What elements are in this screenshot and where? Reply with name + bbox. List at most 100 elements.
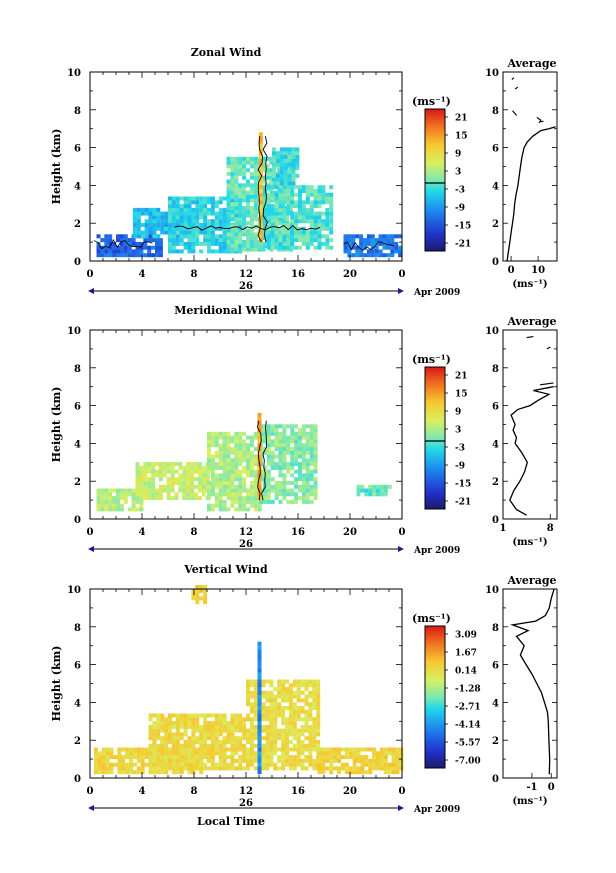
heatmap-cell	[312, 698, 317, 703]
heatmap-cell	[203, 755, 208, 760]
heatmap-cell	[175, 743, 180, 748]
heatmap-cell	[242, 247, 247, 252]
heatmap-cell	[329, 204, 334, 209]
heatmap-cell	[226, 435, 231, 440]
spike-cell	[257, 412, 262, 417]
heatmap-cell	[136, 230, 141, 235]
heatmap-cell	[226, 194, 231, 199]
heatmap-cell	[246, 679, 250, 684]
heatmap-cell	[175, 223, 180, 227]
average-profile	[506, 126, 556, 261]
heatmap-cell	[290, 481, 295, 485]
heatmap-cell	[262, 447, 267, 451]
heatmap-cell	[246, 690, 250, 695]
heatmap-cell	[253, 236, 258, 241]
heatmap-cell	[340, 762, 345, 767]
heatmap-cell	[356, 492, 361, 497]
heatmap-cell	[301, 492, 306, 497]
heatmap-cell	[325, 207, 330, 212]
heatmap-cell	[238, 469, 243, 474]
heatmap-cell	[160, 226, 165, 231]
heatmap-cell	[316, 690, 321, 695]
heatmap-cell	[359, 241, 364, 246]
heatmap-cell	[203, 207, 208, 212]
heatmap-cell	[374, 253, 379, 258]
heatmap-cell	[294, 200, 299, 205]
heatmap-cell	[171, 241, 176, 246]
heatmap-cell	[282, 458, 287, 463]
heatmap-cell	[274, 481, 279, 485]
heatmap-cell	[273, 698, 278, 703]
heatmap-cell	[203, 204, 208, 209]
x-tick-label: 8	[191, 269, 198, 280]
heatmap-cell	[266, 462, 271, 467]
heatmap-cell	[246, 190, 250, 195]
heatmap-cell	[166, 492, 171, 497]
heatmap-cell	[265, 766, 270, 771]
heatmap-cell	[261, 679, 266, 684]
heatmap-cell	[366, 241, 371, 246]
heatmap-cell	[195, 230, 200, 235]
heatmap-cell	[179, 743, 184, 748]
heatmap-cell	[101, 755, 106, 760]
x-tick-label: 16	[291, 269, 305, 280]
heatmap-cell	[199, 226, 204, 231]
heatmap-cell	[230, 228, 235, 233]
heatmap-cell	[253, 462, 258, 467]
heatmap-cell	[309, 450, 314, 455]
heatmap-cell	[366, 253, 371, 258]
heatmap-cell	[170, 473, 175, 478]
heatmap-cell	[309, 484, 314, 489]
heatmap-cell	[160, 230, 165, 235]
heatmap-cell	[261, 743, 266, 748]
heatmap-cell	[283, 177, 288, 182]
heatmap-cell	[290, 234, 295, 239]
heatmap-cell	[222, 492, 227, 497]
heatmap-cell	[305, 211, 310, 216]
heatmap-cell	[253, 702, 258, 707]
heatmap-cell	[197, 481, 202, 485]
heatmap-cell	[139, 492, 144, 497]
spike-cell	[258, 200, 263, 205]
heatmap-cell	[148, 747, 153, 752]
heatmap-cell	[179, 215, 184, 220]
heatmap-cell	[295, 151, 300, 156]
heatmap-cell	[100, 507, 105, 512]
heatmap-cell	[171, 200, 176, 205]
heatmap-cell	[238, 458, 243, 463]
heatmap-cell	[156, 758, 161, 763]
heatmap-cell	[234, 758, 239, 763]
heatmap-cell	[214, 211, 219, 216]
heatmap-cell	[364, 492, 369, 497]
heatmap-cell	[203, 585, 208, 589]
heatmap-cell	[218, 503, 223, 508]
heatmap-cell	[372, 766, 377, 771]
heatmap-cell	[195, 215, 200, 220]
heatmap-cell	[344, 751, 349, 756]
heatmap-cell	[325, 215, 330, 220]
heatmap-cell	[281, 698, 286, 703]
heatmap-cell	[286, 185, 291, 190]
heatmap-cell	[207, 245, 211, 250]
heatmap-cell	[253, 481, 258, 485]
heatmap-cell	[285, 751, 289, 756]
heatmap-cell	[230, 751, 235, 756]
heatmap-cell	[195, 223, 200, 227]
heatmap-cell	[152, 762, 157, 767]
heatmap-cell	[108, 249, 113, 254]
heatmap-cell	[222, 462, 227, 467]
heatmap-cell	[230, 187, 235, 192]
heatmap-cell	[105, 766, 110, 771]
heatmap-cell	[147, 245, 152, 250]
heatmap-cell	[222, 431, 227, 436]
heatmap-cell	[174, 492, 179, 497]
heatmap-cell	[207, 721, 211, 726]
heatmap-cell	[266, 431, 271, 436]
heatmap-cell	[370, 241, 375, 246]
heatmap-cell	[317, 747, 322, 752]
heatmap-cell	[246, 702, 250, 707]
heatmap-cell	[253, 247, 258, 252]
heatmap-cell	[246, 454, 250, 459]
heatmap-cell	[266, 435, 271, 440]
heatmap-cell	[210, 223, 215, 227]
